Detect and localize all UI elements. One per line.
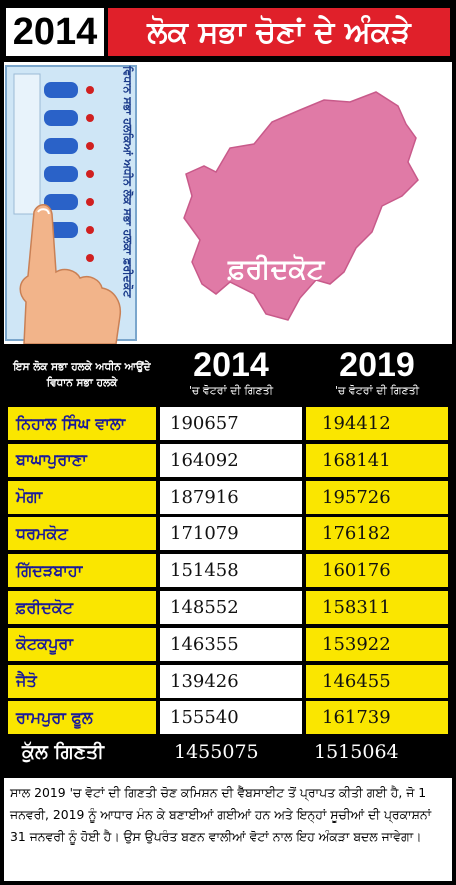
table-row: ਰਾਮਪੁਰਾ ਫੂਲ 155540 161739 [4,698,452,735]
total-2014: 1455075 [174,741,259,763]
table-row: ਜੈਤੋ 139426 146455 [4,662,452,698]
map-label: ਫ਼ਰੀਦਕੋਟ [228,254,325,285]
table-header: ਇਸ ਲੋਕ ਸਭਾ ਹਲਕੇ ਅਧੀਨ ਆਉਂਦੇ ਵਿਧਾਨ ਸਭਾ ਹਲਕ… [4,346,452,404]
total-row: ਕੁੱਲ ਗਿਣਤੀ 1455075 1515064 [4,735,452,775]
voters-2014: 151458 [160,554,302,588]
constituency-name: ਧਰਮਕੋਟ [8,517,156,551]
voters-2019: 153922 [306,627,448,661]
table-row: ਫ਼ਰੀਦਕੋਟ 148552 158311 [4,588,452,624]
constituency-name: ਰਾਮਪੁਰਾ ਫੂਲ [8,701,156,735]
voters-2014: 171079 [160,517,302,551]
constituency-name: ਜੈਤੋ [8,664,156,698]
header-year-2019: 2019 [339,346,415,384]
header-constituency: ਇਸ ਲੋਕ ਸਭਾ ਹਲਕੇ ਅਧੀਨ ਆਉਂਦੇ ਵਿਧਾਨ ਸਭਾ ਹਲਕ… [13,361,151,389]
total-label: ਕੁੱਲ ਗਿਣਤੀ [22,741,105,763]
voters-2019: 195726 [306,480,448,514]
header-year-2014: 2014 [193,346,269,384]
header-sub-2019: 'ਚ ਵੋਟਰਾਂ ਦੀ ਗਿਣਤੀ [334,384,420,397]
table-row: ਕੋਟਕਪੂਰਾ 146355 153922 [4,625,452,661]
voters-2019: 194412 [306,407,448,440]
faridkot-map [183,91,419,321]
voters-2014: 155540 [160,701,302,735]
header-year: 2014 [6,8,104,56]
voters-2014: 164092 [160,443,302,477]
constituency-name: ਗਿੱਦੜਬਾਹਾ [8,554,156,588]
evm-caption: ਵਿਧਾਨ ਸਭਾ ਹਲਕਿਆਂ ਅਧੀਨ ਲੋਕ ਸਭਾ ਹਲਕਾ ਫ਼ਰੀਦ… [121,66,134,298]
voters-2019: 158311 [306,591,448,624]
footnote: ਸਾਲ 2019 'ਚ ਵੋਟਾਂ ਦੀ ਗਿਣਤੀ ਚੋਣ ਕਮਿਸ਼ਨ ਦੀ… [4,778,452,881]
header-title: ਲੋਕ ਸਭਾ ਚੋਣਾਂ ਦੇ ਅੰਕੜੇ [108,8,450,56]
voters-2019: 146455 [306,664,448,698]
voters-2014: 190657 [160,407,302,440]
constituency-name: ਨਿਹਾਲ ਸਿੰਘ ਵਾਲਾ [8,407,156,440]
voters-2019: 168141 [306,443,448,477]
header-sub-2014: 'ਚ ਵੋਟਰਾਂ ਦੀ ਗਿਣਤੀ [188,384,274,397]
table-row: ਬਾਘਾਪੁਰਾਣਾ 164092 168141 [4,441,452,477]
table-row: ਧਰਮਕੋਟ 171079 176182 [4,514,452,551]
voters-2019: 160176 [306,554,448,588]
header: 2014 ਲੋਕ ਸਭਾ ਚੋਣਾਂ ਦੇ ਅੰਕੜੇ [0,0,456,62]
illustration: ਵਿਧਾਨ ਸਭਾ ਹਲਕਿਆਂ ਅਧੀਨ ਲੋਕ ਸਭਾ ਹਲਕਾ ਫ਼ਰੀਦ… [4,62,452,344]
voters-2014: 139426 [160,664,302,698]
voters-2019: 176182 [306,517,448,551]
constituency-name: ਫ਼ਰੀਦਕੋਟ [8,591,156,624]
voters-2019: 161739 [306,701,448,735]
finger-hand-icon [19,204,122,344]
table-row: ਨਿਹਾਲ ਸਿੰਘ ਵਾਲਾ 190657 194412 [4,404,452,440]
total-2019: 1515064 [314,741,399,763]
table-row: ਮੋਗਾ 187916 195726 [4,478,452,514]
constituency-name: ਬਾਘਾਪੁਰਾਣਾ [8,443,156,477]
voters-2014: 148552 [160,591,302,624]
voters-2014: 146355 [160,627,302,661]
constituency-name: ਮੋਗਾ [8,480,156,514]
illustration-art [5,65,419,344]
table-row: ਗਿੱਦੜਬਾਹਾ 151458 160176 [4,551,452,588]
voters-2014: 187916 [160,480,302,514]
evm-panel [13,73,41,215]
constituency-name: ਕੋਟਕਪੂਰਾ [8,627,156,661]
